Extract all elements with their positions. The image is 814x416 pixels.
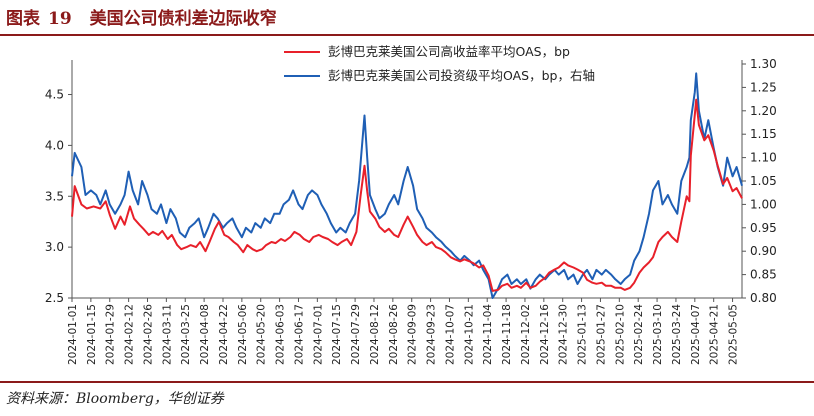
- right-axis-tick-label: 1.05: [750, 174, 777, 188]
- x-axis-tick-label: 2025-01-13: [577, 304, 589, 365]
- legend-label: 彭博巴克莱美国公司高收益率平均OAS，bp: [328, 44, 570, 59]
- x-axis-tick-label: 2024-05-06: [237, 304, 249, 365]
- x-axis-tick-label: 2024-01-29: [105, 304, 117, 365]
- left-axis-tick-label: 4.0: [45, 138, 64, 152]
- right-axis-tick-label: 1.30: [750, 57, 777, 71]
- x-axis-tick-label: 2024-01-01: [67, 304, 79, 365]
- right-axis-tick-label: 1.00: [750, 197, 777, 211]
- x-axis-tick-label: 2024-07-29: [350, 304, 362, 365]
- x-axis-tick-label: 2024-01-15: [86, 304, 98, 365]
- x-axis-tick-label: 2024-06-17: [293, 304, 305, 365]
- x-axis-tick-label: 2024-02-26: [142, 304, 154, 365]
- x-axis-tick-label: 2025-02-24: [633, 304, 645, 365]
- x-axis-tick-label: 2025-03-10: [652, 304, 664, 365]
- x-axis-tick-label: 2024-05-20: [256, 304, 268, 365]
- x-axis-tick-label: 2024-06-03: [275, 304, 287, 365]
- x-axis-tick-label: 2025-02-10: [614, 304, 626, 365]
- right-axis-tick-label: 1.20: [750, 104, 777, 118]
- x-axis-tick-label: 2024-07-01: [312, 304, 324, 365]
- figure-title-text: 美国公司债利差边际收窄: [89, 9, 277, 29]
- x-axis-tick-label: 2024-03-11: [161, 304, 173, 365]
- x-axis-tick-label: 2024-03-25: [180, 304, 192, 365]
- right-axis-tick-label: 1.25: [750, 80, 777, 94]
- x-axis-tick-label: 2024-12-30: [558, 304, 570, 365]
- legend-label: 彭博巴克莱美国公司投资级平均OAS，bp，右轴: [328, 68, 595, 83]
- right-axis-tick-label: 0.80: [750, 291, 777, 305]
- x-axis-tick-label: 2025-01-27: [595, 304, 607, 365]
- right-axis-tick-label: 0.95: [750, 221, 777, 235]
- x-axis-tick-label: 2024-08-26: [388, 304, 400, 365]
- x-axis-tick-label: 2024-12-02: [520, 304, 532, 365]
- figure-title: 图表 19 美国公司债利差边际收窄: [6, 4, 277, 29]
- spread-chart: 2.5 3.0 3.5 4.0 4.5 0.80 0.85 0.90 0.95 1.00 1.05 1…: [45, 44, 777, 365]
- x-axis-tick-label: 2025-04-21: [709, 304, 721, 365]
- x-axis-tick-label: 2025-05-05: [728, 304, 740, 365]
- x-axis-tick-label: 2024-02-12: [124, 304, 136, 365]
- x-axis-tick-label: 2024-10-07: [444, 304, 456, 365]
- x-axis-tick-label: 2024-11-04: [482, 304, 494, 365]
- right-axis-tick-label: 0.90: [750, 244, 777, 258]
- header-rule: [0, 34, 814, 36]
- x-axis-tick-label: 2024-08-12: [369, 304, 381, 365]
- source-note: 资料来源：Bloomberg，华创证券: [6, 391, 224, 407]
- ig-oas-line: [71, 72, 743, 299]
- figure-header: 图表 19 美国公司债利差边际收窄: [0, 0, 814, 36]
- figure-label: 图表: [6, 9, 40, 29]
- x-axis-tick-label: 2024-12-16: [539, 304, 551, 365]
- right-axis-tick-label: 0.85: [750, 268, 777, 282]
- x-axis-tick-label: 2024-07-15: [331, 304, 343, 365]
- left-axis-tick-label: 3.0: [45, 240, 64, 254]
- x-axis-tick-label: 2025-04-07: [690, 304, 702, 365]
- left-axis-tick-label: 2.5: [45, 291, 64, 305]
- x-axis-tick-label: 2024-10-21: [463, 304, 475, 365]
- right-axis-tick-label: 1.10: [750, 151, 777, 165]
- x-axis-tick-label: 2025-03-24: [671, 304, 683, 365]
- left-axis-tick-label: 3.5: [45, 189, 64, 203]
- x-axis-tick-label: 2024-04-22: [218, 304, 230, 365]
- right-axis-tick-label: 1.15: [750, 127, 777, 141]
- figure-number: 19: [48, 9, 72, 29]
- footer-rule: [0, 381, 814, 383]
- x-axis-tick-label: 2024-04-08: [199, 304, 211, 365]
- x-axis-tick-label: 2024-11-18: [501, 304, 513, 365]
- x-axis-tick-label: 2024-09-09: [407, 304, 419, 365]
- left-axis-tick-label: 4.5: [45, 88, 64, 102]
- hy-oas-line: [71, 98, 743, 292]
- x-axis-tick-label: 2024-09-23: [426, 304, 438, 365]
